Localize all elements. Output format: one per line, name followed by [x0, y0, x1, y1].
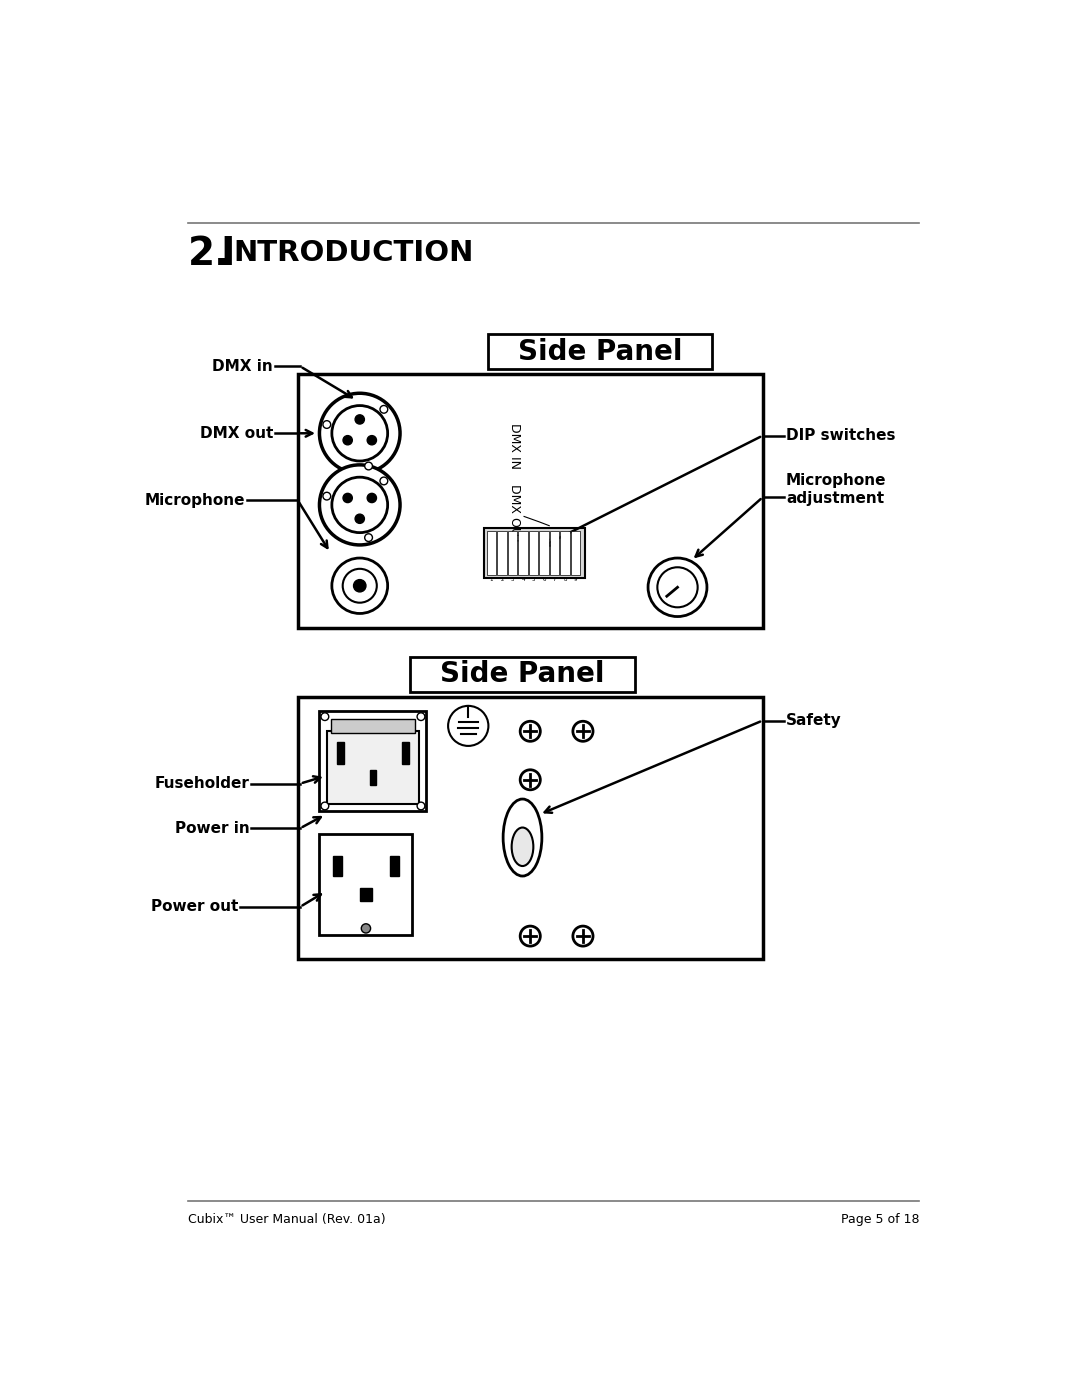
Bar [298, 697, 762, 960]
Text: Page 5 of 18: Page 5 of 18 [841, 1213, 919, 1225]
Text: 2: 2 [500, 577, 503, 581]
Circle shape [572, 926, 593, 946]
Circle shape [365, 534, 373, 542]
Bar [488, 334, 713, 369]
Circle shape [448, 705, 488, 746]
Bar [360, 888, 373, 901]
Text: Side Panel: Side Panel [441, 661, 605, 689]
Circle shape [521, 770, 540, 789]
Circle shape [332, 405, 388, 461]
Bar [320, 834, 413, 935]
Bar [498, 531, 507, 576]
Bar [390, 856, 399, 876]
Circle shape [365, 462, 373, 469]
Bar [571, 531, 580, 576]
Bar [334, 856, 342, 876]
Text: Fuseholder: Fuseholder [154, 777, 249, 791]
Circle shape [367, 436, 377, 444]
Circle shape [323, 420, 330, 429]
Circle shape [332, 478, 388, 532]
Bar [539, 531, 549, 576]
Text: 8: 8 [564, 577, 567, 581]
Bar [508, 531, 517, 576]
Bar [402, 742, 409, 764]
Text: I: I [220, 236, 234, 274]
Text: DMX IN: DMX IN [509, 423, 522, 469]
Ellipse shape [503, 799, 542, 876]
Text: Side Panel: Side Panel [517, 338, 683, 366]
Circle shape [521, 926, 540, 946]
Text: 9: 9 [573, 577, 578, 581]
Text: DMX OUT: DMX OUT [509, 485, 522, 543]
Bar [529, 531, 538, 576]
Bar [320, 711, 427, 812]
Bar [327, 731, 419, 803]
Bar [561, 531, 570, 576]
Circle shape [658, 567, 698, 608]
Text: 7: 7 [553, 577, 556, 581]
Text: 5: 5 [531, 577, 536, 581]
Text: 6: 6 [542, 577, 545, 581]
Text: Microphone: Microphone [145, 493, 245, 507]
Circle shape [417, 712, 424, 721]
Text: Microphone
adjustment: Microphone adjustment [786, 474, 887, 506]
Bar [550, 531, 559, 576]
Text: 4: 4 [522, 577, 525, 581]
Circle shape [362, 923, 370, 933]
Text: Power out: Power out [151, 900, 238, 915]
Circle shape [321, 712, 328, 721]
Bar [410, 657, 635, 692]
Circle shape [343, 493, 352, 503]
Circle shape [367, 493, 377, 503]
Bar [487, 531, 496, 576]
Circle shape [355, 514, 364, 524]
Circle shape [320, 393, 400, 474]
Text: Safety: Safety [786, 712, 841, 728]
Text: DIP switches: DIP switches [786, 427, 895, 443]
Circle shape [321, 802, 328, 810]
Circle shape [648, 557, 707, 616]
Bar [298, 374, 762, 629]
Circle shape [417, 802, 424, 810]
Circle shape [343, 436, 352, 444]
Text: NTRODUCTION: NTRODUCTION [233, 239, 474, 267]
Circle shape [342, 569, 377, 602]
Text: DMX in: DMX in [212, 359, 273, 374]
Text: Power in: Power in [175, 821, 249, 835]
Text: DMX out: DMX out [200, 426, 273, 441]
Text: 2.: 2. [188, 236, 230, 274]
Bar [332, 719, 415, 733]
Circle shape [320, 465, 400, 545]
Text: 3: 3 [511, 577, 514, 581]
Bar [337, 742, 345, 764]
Bar [369, 770, 376, 785]
Circle shape [353, 580, 366, 592]
Text: Cubix™ User Manual (Rev. 01a): Cubix™ User Manual (Rev. 01a) [188, 1213, 386, 1225]
Bar [484, 528, 584, 578]
Circle shape [521, 721, 540, 742]
Circle shape [380, 478, 388, 485]
Circle shape [572, 721, 593, 742]
Circle shape [323, 492, 330, 500]
Bar [518, 531, 528, 576]
Circle shape [355, 415, 364, 425]
Circle shape [332, 557, 388, 613]
Ellipse shape [512, 827, 534, 866]
Circle shape [380, 405, 388, 414]
Text: 1: 1 [489, 577, 494, 581]
